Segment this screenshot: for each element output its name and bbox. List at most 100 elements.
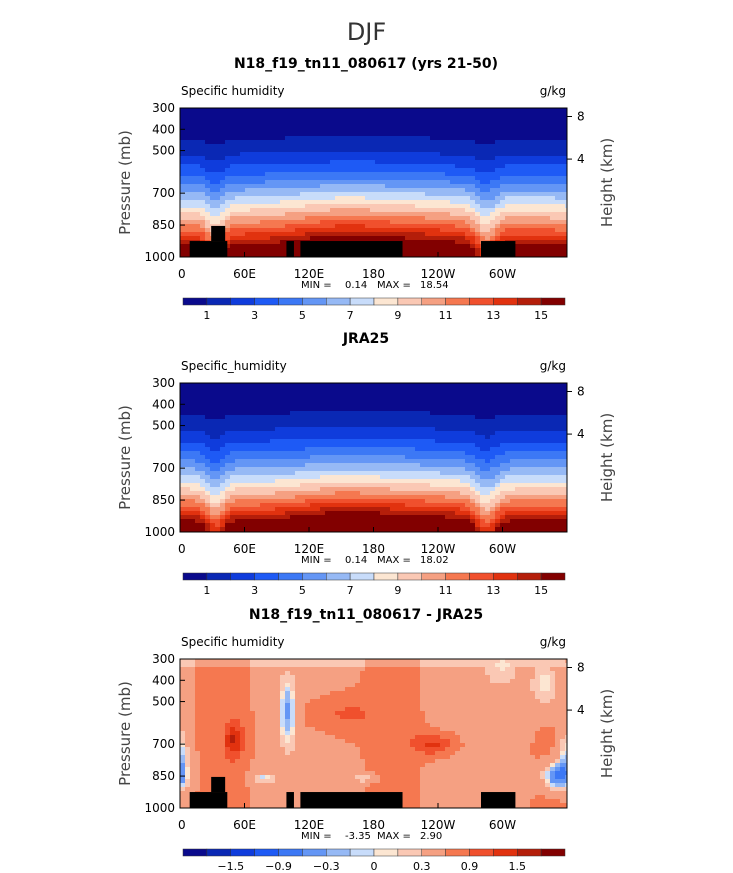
field-cell [400,435,405,439]
field-cell [275,403,280,407]
field-cell [240,419,245,423]
field-cell [335,475,340,479]
field-cell [435,232,440,236]
field-cell [415,427,420,431]
field-cell [255,224,260,228]
field-cell [310,144,315,148]
field-cell [515,132,520,136]
field-cell [440,180,445,184]
field-cell [180,152,185,156]
field-cell [280,172,285,176]
field-cell [400,407,405,411]
field-cell [425,463,430,467]
field-cell [275,407,280,411]
field-cell [275,140,280,144]
field-cell [270,212,275,216]
field-cell [395,224,400,228]
field-cell [195,419,200,423]
field-cell [555,140,560,144]
field-cell [380,479,385,483]
field-cell [425,479,430,483]
field-cell [420,499,425,503]
field-cell [280,491,285,495]
field-cell [445,148,450,152]
field-cell [275,463,280,467]
field-cell [200,120,205,124]
field-cell [375,471,380,475]
field-cell [320,232,325,236]
field-cell [240,248,245,252]
field-cell [260,471,265,475]
x-tick-label: 120W [421,267,456,281]
field-cell [390,196,395,200]
field-cell [380,511,385,515]
field-cell [515,196,520,200]
field-cell [180,419,185,423]
field-cell [340,439,345,443]
field-cell [340,184,345,188]
field-cell [485,144,490,148]
field-cell [565,216,567,220]
field-cell [215,108,220,112]
field-cell [215,491,220,495]
field-cell [405,180,410,184]
field-cell [425,507,430,511]
field-cell [185,519,190,523]
field-cell [365,447,370,451]
field-cell [550,172,555,176]
colorbar-swatch [326,297,351,306]
field-cell [540,160,545,164]
field-cell [465,228,470,232]
field-cell [195,232,200,236]
field-cell [300,172,305,176]
field-cell [300,232,305,236]
field-cell [515,128,520,132]
field-cell [450,188,455,192]
field-cell [455,120,460,124]
field-cell [275,435,280,439]
field-cell [200,399,205,403]
field-cell [495,132,500,136]
field-cell [245,208,250,212]
field-cell [370,423,375,427]
field-cell [215,427,220,431]
field-cell [475,204,480,208]
field-cell [245,383,250,387]
field-cell [395,395,400,399]
field-cell [290,212,295,216]
field-cell [430,184,435,188]
field-cell [275,108,280,112]
field-cell [555,168,560,172]
field-cell [370,427,375,431]
field-cell [565,164,567,168]
field-cell [425,172,430,176]
field-cell [465,144,470,148]
field-cell [540,208,545,212]
field-cell [250,176,255,180]
field-cell [490,140,495,144]
field-cell [460,188,465,192]
field-cell [285,399,290,403]
field-cell [310,108,315,112]
field-cell [305,140,310,144]
field-cell [210,164,215,168]
field-cell [325,467,330,471]
field-cell [250,435,255,439]
field-cell [290,220,295,224]
field-cell [210,108,215,112]
field-cell [190,439,195,443]
field-cell [455,192,460,196]
field-cell [555,188,560,192]
field-cell [195,435,200,439]
field-cell [305,503,310,507]
field-cell [435,168,440,172]
field-cell [430,140,435,144]
field-cell [445,216,450,220]
field-cell [230,220,235,224]
field-cell [260,148,265,152]
field-cell [370,447,375,451]
field-cell [270,503,275,507]
field-cell [400,212,405,216]
field-cell [185,108,190,112]
